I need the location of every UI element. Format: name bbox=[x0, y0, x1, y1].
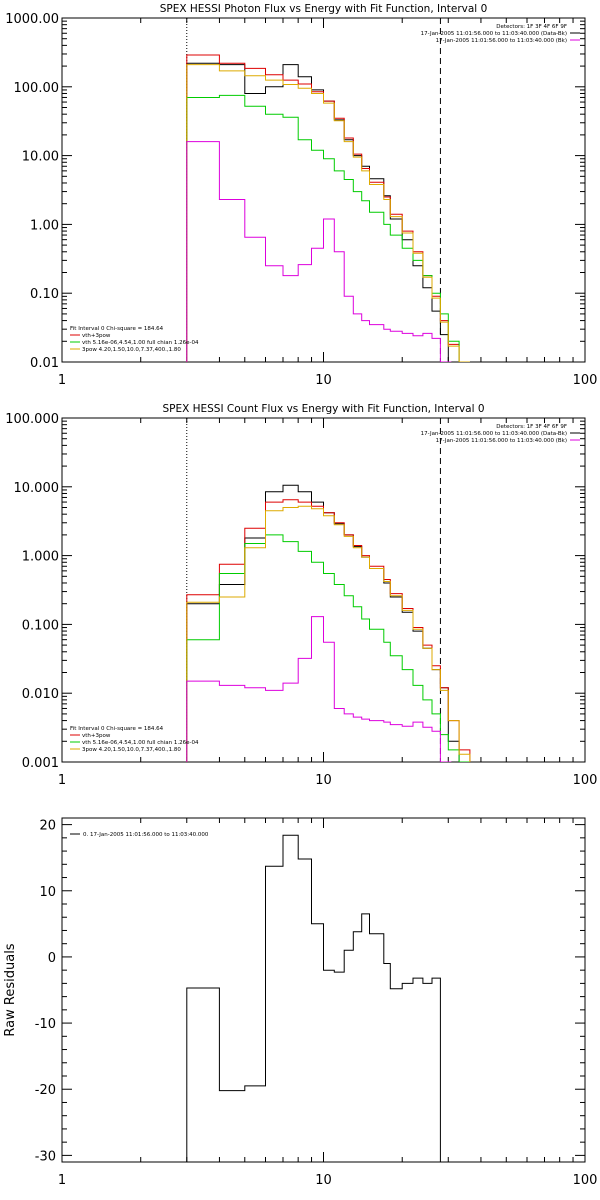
series-0-line bbox=[186, 62, 460, 362]
y-tick-label: 20 bbox=[39, 819, 56, 834]
series-group bbox=[186, 54, 470, 362]
legend-item: vth 5.16e-06,4.54,1.00 full chian 1.26e-… bbox=[82, 340, 199, 346]
legend-item: vth 5.16e-06,4.54,1.00 full chian 1.26e-… bbox=[82, 740, 199, 746]
header-text: Detectors: 1F 3F 4F 6F 9F bbox=[496, 24, 567, 30]
series-1-line bbox=[186, 499, 471, 762]
series-group bbox=[186, 484, 471, 762]
y-tick-label: 0.100 bbox=[22, 618, 59, 633]
series-0-line bbox=[186, 484, 460, 762]
series-3-line bbox=[186, 64, 470, 362]
y-tick-label: 0.010 bbox=[22, 687, 59, 702]
y-tick-label: 1.00 bbox=[30, 218, 59, 233]
x-tick-label: 1 bbox=[58, 773, 66, 788]
legend-item: vth+3pow bbox=[82, 733, 111, 739]
y-tick-label: 10.000 bbox=[14, 481, 60, 496]
y-tick-label: -30 bbox=[35, 1149, 56, 1164]
x-tick-label: 1 bbox=[58, 1173, 66, 1188]
plot-frame bbox=[61, 417, 586, 763]
y-tick-label: 1000.00 bbox=[5, 12, 59, 27]
y-tick-label: 0.01 bbox=[30, 356, 59, 371]
y-tick-label: -10 bbox=[35, 1017, 56, 1032]
legend-item: 3pow 4.20,1.50,10.0,7.37,400.,1.80 bbox=[82, 747, 181, 753]
y-tick-label: 10.00 bbox=[22, 150, 59, 165]
chart-title: SPEX HESSI Count Flux vs Energy with Fit… bbox=[162, 403, 484, 415]
y-tick-label: 100.00 bbox=[14, 81, 60, 96]
legend-item: vth+3pow bbox=[82, 333, 111, 339]
plot-frame bbox=[61, 17, 586, 363]
series-0-line bbox=[186, 834, 452, 1162]
x-tick-label: 10 bbox=[315, 373, 332, 388]
legend-item: 3pow 4.20,1.50,10.0,7.37,400.,1.80 bbox=[82, 347, 181, 353]
series-2-line bbox=[186, 534, 470, 762]
series-4-line bbox=[186, 616, 452, 762]
header-text: 17-Jan-2005 11:01:56.000 to 11:03:40.000… bbox=[421, 431, 567, 437]
x-tick-label: 100 bbox=[573, 373, 598, 388]
series-group bbox=[186, 834, 452, 1162]
fit-text: Fit Interval 0 Chi-square = 184.64 bbox=[70, 326, 164, 332]
x-tick-label: 100 bbox=[573, 773, 598, 788]
y-tick-label: 0.10 bbox=[30, 287, 59, 302]
x-tick-label: 100 bbox=[573, 1173, 598, 1188]
fit-text: Fit Interval 0 Chi-square = 184.64 bbox=[70, 726, 164, 732]
y-tick-label: 10 bbox=[39, 885, 56, 900]
legend-item: 0. 17-Jan-2005 11:01:56.000 to 11:03:40.… bbox=[83, 832, 209, 838]
y-tick-label: -20 bbox=[35, 1083, 56, 1098]
y-tick-label: 0 bbox=[48, 951, 56, 966]
x-tick-label: 1 bbox=[58, 373, 66, 388]
y-axis-label: Raw Residuals bbox=[3, 943, 18, 1036]
series-2-line bbox=[186, 94, 470, 362]
series-4-line bbox=[186, 141, 452, 362]
series-1-line bbox=[186, 54, 470, 362]
y-tick-label: 0.001 bbox=[22, 756, 59, 771]
header-text: Detectors: 1F 3F 4F 6F 9F bbox=[496, 424, 567, 430]
plot-frame bbox=[61, 817, 586, 1163]
x-tick-label: 10 bbox=[315, 1173, 332, 1188]
x-tick-label: 10 bbox=[315, 773, 332, 788]
series-3-line bbox=[186, 505, 471, 762]
chart-title: SPEX HESSI Photon Flux vs Energy with Fi… bbox=[160, 3, 488, 15]
header-text: 17-Jan-2005 11:01:56.000 to 11:03:40.000… bbox=[421, 31, 567, 37]
y-tick-label: 1.000 bbox=[22, 550, 59, 565]
header-text: 17-Jan-2005 11:01:56.000 to 11:03:40.000… bbox=[436, 38, 567, 44]
header-text: 17-Jan-2005 11:01:56.000 to 11:03:40.000… bbox=[436, 438, 567, 444]
y-tick-label: 100.000 bbox=[5, 412, 59, 427]
